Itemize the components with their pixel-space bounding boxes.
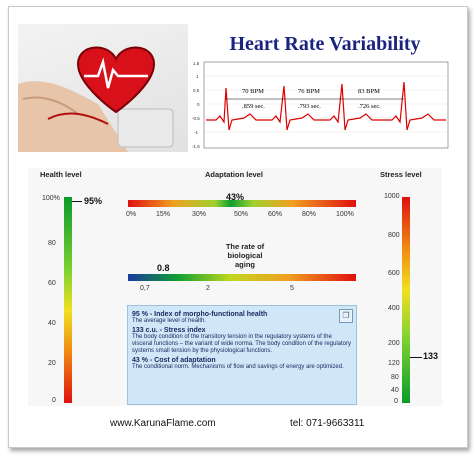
indicator-info-box[interactable]: 95 % - Index of morpho-functional health… [127, 305, 357, 405]
stress-tick-1000: 1000 [384, 193, 400, 200]
biological-aging-title: The rate of biological aging [210, 242, 280, 269]
ecg-tick-4: -0.5 [192, 116, 200, 121]
health-pointer [72, 201, 82, 202]
ecg-interval-3-bpm: 83 BPM [358, 88, 380, 95]
ecg-tick-0: 1.5 [193, 61, 200, 66]
info-item-3-title: 43 % - Cost of adaptation [132, 357, 216, 364]
stress-scale-bar [402, 197, 410, 403]
ecg-chart: 1.5 1 0.5 0 -0.5 -1 -1.5 70 BPM .859 sec… [192, 61, 449, 149]
footer-phone: tel: 071-9663311 [290, 418, 365, 429]
stress-tick-80: 80 [391, 374, 399, 381]
ecg-tick-3: 0 [197, 102, 200, 107]
adaptation-tick-80: 80% [302, 211, 317, 218]
adaptation-scale-bar [128, 200, 356, 207]
copy-icon[interactable]: ❐ [339, 309, 353, 323]
health-level-label: Health level [40, 170, 82, 179]
health-tick-0: 0 [52, 397, 56, 404]
stress-tick-600: 600 [388, 270, 400, 277]
adaptation-tick-50: 50% [234, 211, 249, 218]
health-tick-100: 100% [42, 195, 60, 202]
biological-tick-0-7: 0,7 [140, 285, 150, 292]
stress-level-label: Stress level [380, 170, 422, 179]
adaptation-tick-30: 30% [192, 211, 207, 218]
stress-tick-800: 800 [388, 232, 400, 239]
ecg-tick-2: 0.5 [193, 88, 200, 93]
ecg-interval-1-bpm: 70 BPM [242, 88, 264, 95]
biological-aging-title-line-1: The rate of [225, 242, 265, 251]
footer-website[interactable]: www.KarunaFlame.com [110, 418, 216, 429]
ecg-trace [206, 81, 446, 131]
biological-tick-5: 5 [290, 285, 294, 292]
biological-aging-value: 0.8 [157, 263, 170, 273]
adaptation-tick-0: 0% [126, 211, 137, 218]
ecg-interval-1-sec: .859 sec. [242, 103, 265, 110]
ecg-tick-5: -1 [194, 130, 198, 135]
biological-aging-title-line-3: aging [235, 260, 255, 269]
info-item-2-desc: The body condition of the transitory ten… [132, 334, 352, 354]
adaptation-tick-15: 15% [156, 211, 171, 218]
adaptation-tick-60: 60% [268, 211, 283, 218]
health-tick-80: 80 [48, 240, 56, 247]
info-item-3-desc: The conditional norm. Mechanisms of flow… [132, 364, 344, 370]
info-item-1-title: 95 % - Index of morpho-functional health [132, 311, 268, 318]
ecg-tick-1: 1 [196, 74, 199, 79]
health-scale-bar [64, 197, 72, 403]
info-item-2-title: 133 c.u. - Stress index [132, 327, 206, 334]
adaptation-value: 43% [226, 192, 245, 202]
biological-aging-title-line-2: biological [227, 251, 263, 260]
stress-tick-400: 400 [388, 305, 400, 312]
biological-aging-scale-bar [128, 274, 356, 281]
ecg-interval-2-sec: .793 sec. [298, 103, 321, 110]
ecg-tick-6: -1.5 [192, 144, 200, 149]
page-title: Heart Rate Variability [229, 33, 421, 55]
heart-monitor-photo [18, 24, 188, 152]
adaptation-tick-100: 100% [336, 211, 354, 218]
health-tick-60: 60 [48, 280, 56, 287]
stress-value: 133 [423, 351, 439, 361]
ecg-interval-2-bpm: 76 BPM [298, 88, 320, 95]
biological-tick-2: 2 [206, 285, 210, 292]
stress-tick-0: 0 [394, 398, 398, 405]
health-tick-20: 20 [48, 360, 56, 367]
stress-tick-200: 200 [388, 340, 400, 347]
health-value: 95% [84, 196, 103, 206]
adaptation-level-label: Adaptation level [205, 170, 263, 179]
info-item-1-desc: The average level of health. [132, 318, 207, 324]
health-tick-40: 40 [48, 320, 56, 327]
stress-tick-40: 40 [391, 387, 399, 394]
stress-tick-120: 120 [388, 360, 400, 367]
ecg-interval-3-sec: .726 sec. [358, 103, 381, 110]
stress-pointer [410, 357, 422, 358]
